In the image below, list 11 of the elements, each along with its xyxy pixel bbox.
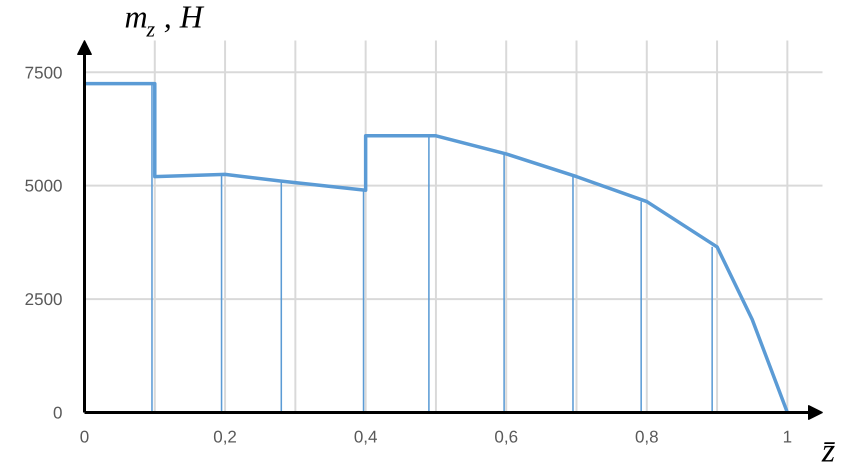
x-axis-title: z̄	[820, 432, 836, 466]
x-tick-label: 1	[782, 428, 792, 446]
x-tick-label: 0,2	[213, 428, 237, 446]
x-tick-label: 0,8	[634, 428, 659, 446]
y-tick-label: 2500	[24, 290, 63, 310]
y-tick-label: 7500	[24, 63, 63, 82]
x-tick-label: 0,6	[494, 428, 518, 446]
x-tick-label: 0	[80, 428, 90, 446]
x-tick-label: 0,4	[354, 428, 378, 446]
y-tick-label: 5000	[24, 176, 63, 196]
y-tick-label: 0	[53, 404, 63, 422]
